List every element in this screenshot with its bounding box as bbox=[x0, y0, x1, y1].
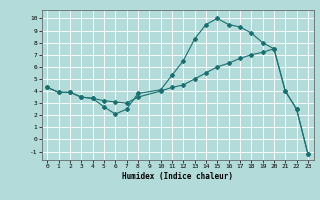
X-axis label: Humidex (Indice chaleur): Humidex (Indice chaleur) bbox=[122, 172, 233, 181]
